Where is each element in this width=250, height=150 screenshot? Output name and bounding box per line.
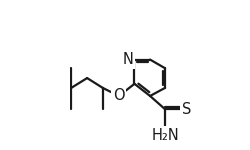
Text: O: O — [113, 88, 125, 104]
Text: S: S — [182, 102, 191, 117]
Text: H₂N: H₂N — [151, 128, 179, 143]
Text: N: N — [122, 52, 133, 67]
